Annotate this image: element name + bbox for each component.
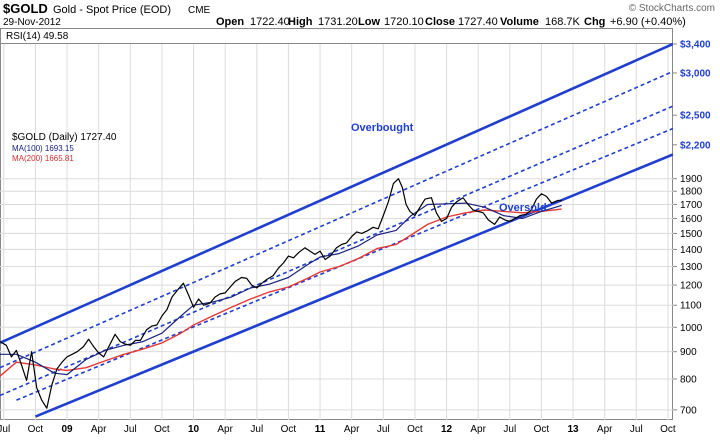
- grid: [0, 44, 673, 420]
- y-tick-label: 1900: [680, 174, 703, 185]
- chg-value: +6.90 (+0.40%): [610, 16, 686, 28]
- trend-channels: [0, 42, 673, 418]
- y-tick-label: $3,400: [680, 40, 711, 51]
- volume-label: Volume: [500, 16, 539, 28]
- x-tick-label: Jul: [124, 424, 137, 435]
- x-tick-label: 09: [61, 424, 73, 435]
- symbol-label: $GOLD: [3, 1, 48, 16]
- open-value: 1722.40: [250, 16, 290, 28]
- x-tick-label: Apr: [217, 424, 233, 435]
- high-value: 1731.20: [318, 16, 358, 28]
- exchange-label: CME: [188, 5, 211, 16]
- y-tick-label: 1400: [680, 245, 703, 256]
- chg-label: Chg: [584, 16, 605, 28]
- y-axis-ticks: 700 800 900 1000 1100 1200 1300 1400 1500 1600 170…: [673, 40, 711, 416]
- ma200-line: [0, 208, 562, 377]
- x-tick-label: Oct: [660, 424, 676, 435]
- x-axis-ticks: Jul Oct 09 Apr Jul Oct 10 Apr Jul Oct 11 Apr Jul Oct 1…: [0, 424, 676, 435]
- y-tick-label: $2,500: [680, 111, 711, 122]
- x-tick-label: Oct: [281, 424, 297, 435]
- y-tick-label: 1100: [680, 301, 702, 312]
- y-tick-label: $3,000: [680, 68, 711, 79]
- instrument-name: Gold - Spot Price (EOD): [53, 4, 171, 16]
- legend-ma100: MA(100) 1693.15: [12, 144, 74, 153]
- ohlc-readout: Open 1722.40 High 1731.20 Low 1720.10 Cl…: [216, 16, 686, 28]
- annotation-oversold: Oversold: [499, 202, 547, 214]
- x-tick-label: Jul: [630, 424, 643, 435]
- y-tick-label: 1600: [680, 214, 703, 225]
- price-series: [0, 178, 562, 409]
- close-value: 1727.40: [458, 16, 498, 28]
- x-tick-label: Jul: [0, 424, 10, 435]
- y-tick-label: 1000: [680, 323, 703, 334]
- y-tick-label: 700: [680, 405, 697, 416]
- y-tick-label: 1800: [680, 187, 703, 198]
- channel-line-solid: [0, 42, 673, 345]
- ma100-line: [0, 202, 562, 376]
- x-tick-label: Apr: [470, 424, 486, 435]
- legend-gold: $GOLD (Daily) 1727.40: [12, 132, 117, 143]
- low-label: Low: [358, 16, 380, 28]
- x-tick-label: Apr: [597, 424, 613, 435]
- channel-line-solid: [34, 153, 673, 418]
- channel-line-dashed: [0, 105, 673, 397]
- close-label: Close: [425, 16, 455, 28]
- open-label: Open: [216, 16, 244, 28]
- x-tick-label: 10: [188, 424, 200, 435]
- rsi-label: RSI(14) 49.58: [6, 31, 69, 42]
- x-tick-label: Oct: [407, 424, 423, 435]
- low-value: 1720.10: [384, 16, 424, 28]
- legend: $GOLD (Daily) 1727.40 MA(100) 1693.15 MA…: [12, 132, 117, 163]
- x-tick-label: 13: [567, 424, 579, 435]
- x-tick-label: Jul: [250, 424, 263, 435]
- channel-line-dashed: [0, 70, 673, 369]
- x-tick-label: Jul: [503, 424, 516, 435]
- y-tick-label: 900: [680, 347, 697, 358]
- volume-value: 168.7K: [545, 16, 581, 28]
- watermark: © StockCharts.com: [629, 3, 715, 14]
- x-tick-label: Oct: [154, 424, 170, 435]
- x-tick-label: Oct: [28, 424, 44, 435]
- y-tick-label: 1500: [680, 229, 703, 240]
- date-label: 29-Nov-2012: [3, 17, 61, 28]
- x-tick-label: Jul: [377, 424, 390, 435]
- y-tick-label: 1200: [680, 281, 703, 292]
- y-tick-label: 1700: [680, 200, 703, 211]
- gold-price-line: [0, 178, 562, 409]
- y-tick-label: 1300: [680, 262, 703, 273]
- legend-ma200: MA(200) 1665.81: [12, 154, 74, 163]
- x-tick-label: Apr: [91, 424, 107, 435]
- x-tick-label: Apr: [344, 424, 360, 435]
- annotation-overbought: Overbought: [351, 122, 414, 134]
- high-label: High: [288, 16, 313, 28]
- x-tick-label: 12: [441, 424, 453, 435]
- plot-frame: [0, 28, 673, 420]
- x-tick-label: Oct: [534, 424, 550, 435]
- y-tick-label: 800: [680, 374, 697, 385]
- y-tick-label: $2,200: [680, 140, 711, 151]
- x-tick-label: 11: [315, 424, 326, 435]
